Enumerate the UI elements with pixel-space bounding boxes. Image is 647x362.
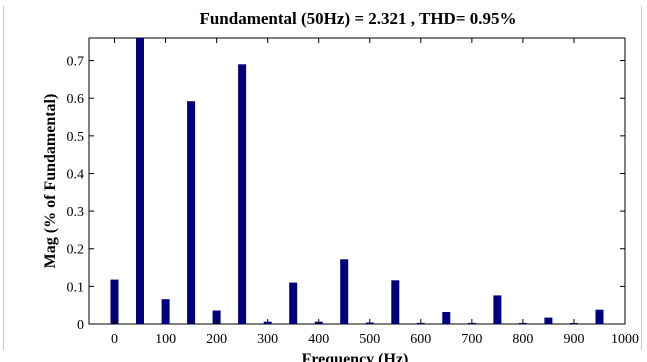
x-tick-label: 1000 — [611, 332, 639, 347]
x-tick-label: 100 — [155, 332, 176, 347]
x-tick-label: 300 — [257, 332, 278, 347]
x-axis-ticks: 0 100 200 300 400 500 600 700 800 900 1000 — [111, 38, 639, 347]
y-tick-label: 0.4 — [67, 167, 85, 182]
y-tick-label: 0.3 — [67, 205, 85, 220]
x-tick-label: 600 — [410, 332, 431, 347]
bar-100hz — [161, 299, 170, 324]
bar-750hz — [493, 295, 502, 324]
y-tick-label: 0.6 — [67, 92, 85, 107]
plot-area — [88, 37, 626, 325]
chart-title: Fundamental (50Hz) = 2.321 , THD= 0.95% — [199, 9, 516, 28]
y-tick-label: 0 — [77, 318, 84, 333]
bars-group — [110, 38, 604, 325]
y-tick-label: 0.5 — [67, 130, 85, 145]
y-tick-label: 0.1 — [67, 280, 85, 295]
bar-150hz — [187, 101, 196, 324]
bar-550hz — [391, 280, 400, 324]
x-tick-label: 800 — [512, 332, 533, 347]
y-axis-ticks: 0 0.1 0.2 0.3 0.4 0.5 0.6 0.7 — [67, 55, 625, 333]
x-tick-label: 400 — [308, 332, 329, 347]
right-border — [641, 6, 642, 350]
y-tick-label: 0.2 — [67, 243, 85, 258]
bar-250hz — [238, 64, 247, 325]
bar-350hz — [289, 282, 298, 324]
bar-850hz — [544, 317, 553, 324]
y-axis-label: Mag (% of Fundamental) — [42, 94, 59, 269]
bar-950hz — [595, 309, 604, 324]
bar-200hz — [212, 310, 221, 324]
bar-450hz — [340, 259, 349, 324]
bar-0hz — [110, 279, 119, 324]
bar-50hz — [136, 38, 144, 324]
x-tick-label: 500 — [359, 332, 380, 347]
x-tick-label: 0 — [111, 332, 118, 347]
y-tick-label: 0.7 — [67, 55, 85, 70]
bar-650hz — [442, 312, 451, 324]
x-axis-label: Frequency (Hz) — [302, 351, 409, 362]
x-tick-label: 900 — [563, 332, 584, 347]
x-tick-label: 200 — [206, 332, 227, 347]
x-tick-label: 700 — [461, 332, 482, 347]
left-border — [3, 6, 4, 350]
